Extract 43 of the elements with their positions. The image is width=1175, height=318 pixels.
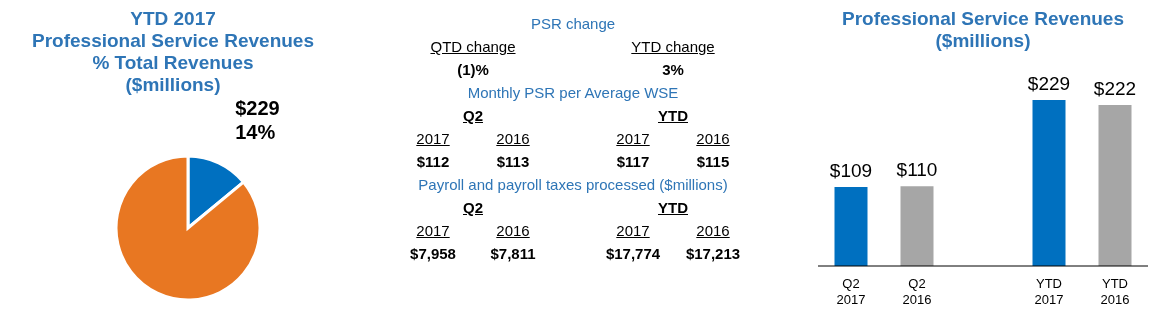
data-label: $109: [829, 159, 873, 181]
text: Q2: [462, 199, 484, 216]
text: $113: [495, 153, 531, 170]
text: 2016: [495, 222, 531, 239]
text: 2016: [695, 222, 731, 239]
text: Monthly PSR per Average WSE: [466, 84, 680, 101]
data-label: $229: [1027, 73, 1071, 94]
text: 2017: [415, 222, 451, 239]
x-tick-label: Q2 2017: [836, 276, 866, 307]
text: Q2: [462, 107, 484, 124]
text: YTD: [657, 107, 689, 124]
text: 2017: [615, 222, 651, 239]
text: $117: [615, 153, 651, 170]
text: $7,811: [489, 245, 537, 262]
bar: [1032, 100, 1066, 266]
chart-title: Professional Service Revenues ($millions): [841, 8, 1125, 52]
text: $17,774: [604, 245, 662, 262]
text: 2016: [495, 130, 531, 147]
text: $112: [415, 153, 451, 170]
text: $7,958: [409, 245, 457, 262]
text: YTD change: [630, 38, 716, 55]
bar: [900, 186, 934, 266]
bar: [1098, 105, 1132, 266]
text: (1)%: [456, 61, 490, 78]
text: PSR change: [529, 15, 617, 32]
text: 2017: [415, 130, 451, 147]
text: 2016: [695, 130, 731, 147]
text: 2017: [615, 130, 651, 147]
x-tick-label: Q2 2016: [902, 276, 932, 307]
data-label: $229 14%: [235, 96, 280, 143]
data-label: $110: [896, 159, 938, 181]
text: 3%: [661, 61, 685, 78]
text: YTD: [657, 199, 689, 216]
pie-slice: [114, 154, 262, 302]
data-label: $222: [1093, 78, 1137, 100]
text: QTD change: [429, 38, 517, 55]
text: $17,213: [684, 245, 742, 262]
text: $115: [695, 153, 731, 170]
chart-title: YTD 2017 Professional Service Revenues % Total Revenues ($millions): [31, 8, 315, 96]
text: Payroll and payroll taxes processed ($millions): [417, 176, 729, 193]
x-tick-label: YTD 2016: [1100, 276, 1130, 307]
bar: [834, 186, 868, 266]
x-tick-label: YTD 2017: [1034, 276, 1064, 307]
